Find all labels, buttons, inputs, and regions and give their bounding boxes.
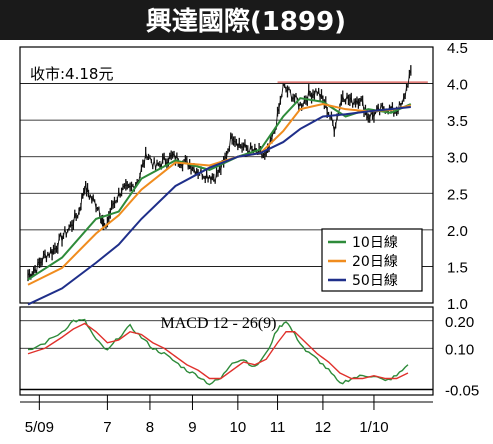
legend-label: 10日線 [352, 235, 398, 251]
x-tick-label: 1/10 [359, 419, 388, 436]
y-tick-label: 2.5 [447, 186, 468, 203]
legend-label: 20日線 [352, 254, 398, 270]
x-tick-label: 12 [315, 419, 332, 436]
macd-series-1 [27, 318, 409, 386]
y-tick-label: 2.0 [447, 223, 468, 240]
close-price-label: 收市:4.18元 [30, 65, 113, 83]
y-tick-label: 3.5 [447, 113, 468, 130]
x-tick-label: 7 [103, 419, 111, 436]
legend: 10日線 20日線 50日線 [321, 228, 423, 292]
macd-series-2 [27, 322, 409, 380]
x-tick-label: 5/09 [25, 419, 54, 436]
y-tick-label: 4.0 [447, 77, 468, 94]
macd-panel: 0.20 0.10 -0.05 MACD 12 - 26(9) [19, 306, 479, 400]
legend-label: 50日線 [352, 273, 398, 289]
y-tick-label: 3.0 [447, 150, 468, 167]
ma-line-3 [27, 105, 411, 306]
x-tick-label: 9 [188, 419, 196, 436]
macd-y-tick-label: -0.05 [445, 383, 479, 400]
macd-y-tick-label: 0.20 [445, 314, 474, 331]
x-tick-label: 10 [229, 419, 246, 436]
x-tick-label: 8 [146, 419, 154, 436]
header-bar [0, 0, 493, 40]
macd-title: MACD 12 - 26(9) [161, 315, 277, 332]
y-tick-label: 1.0 [447, 296, 468, 313]
x-tick-label: 11 [270, 419, 286, 436]
price-line [27, 70, 412, 278]
x-axis: 5/09 7 8 9 10 11 12 1/10 [20, 395, 433, 436]
y-tick-label: 4.5 [447, 40, 468, 57]
macd-plot-frame [19, 306, 434, 396]
macd-y-tick-label: 0.10 [445, 341, 474, 358]
y-tick-label: 1.5 [447, 259, 468, 276]
chart-title: 興達國際(1899) [146, 7, 346, 37]
